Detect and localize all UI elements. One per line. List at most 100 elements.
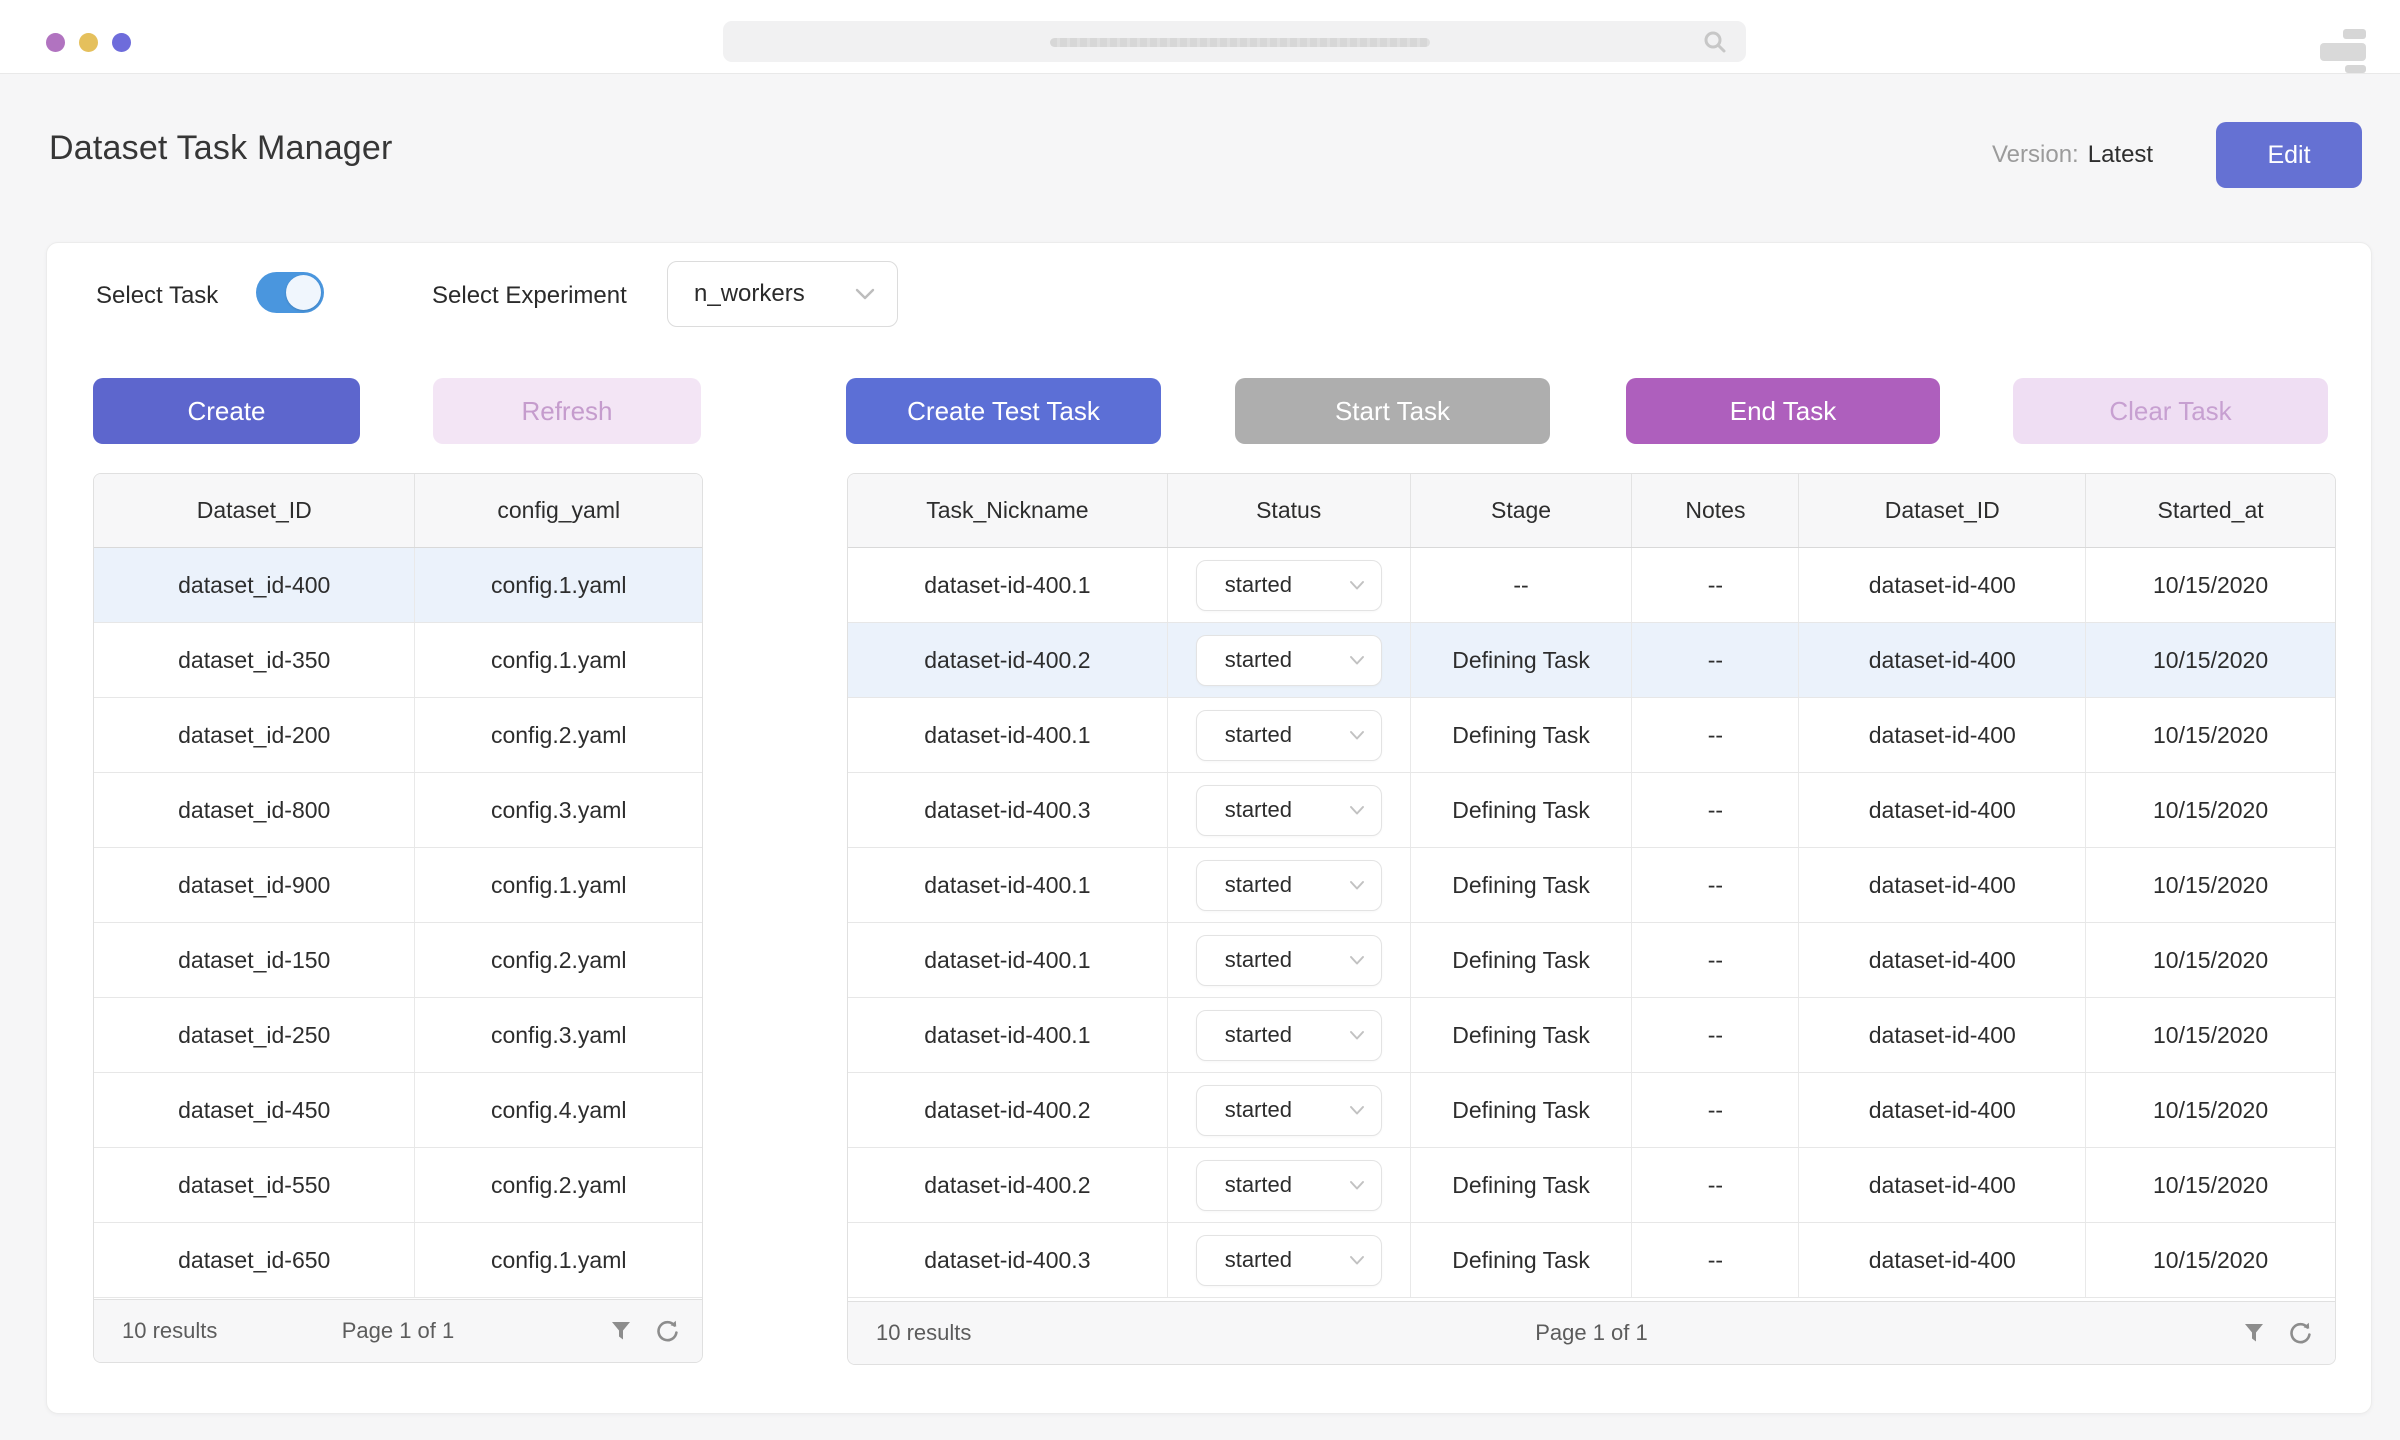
tasks-table-header: Task_Nickname Status Stage Notes Dataset… <box>848 474 2335 548</box>
status-select[interactable]: started <box>1195 934 1382 986</box>
window-control-dot-close[interactable] <box>46 33 65 52</box>
status-select[interactable]: started <box>1195 634 1382 686</box>
dataset-row[interactable]: dataset_id-250 config.3.yaml <box>94 998 702 1073</box>
status-select[interactable]: started <box>1195 709 1382 761</box>
task-row[interactable]: dataset-id-400.3 started Defining Task -… <box>848 1223 2335 1298</box>
task-row[interactable]: dataset-id-400.1 started Defining Task -… <box>848 848 2335 923</box>
status-select[interactable]: started <box>1195 559 1382 611</box>
task-row[interactable]: dataset-id-400.2 started Defining Task -… <box>848 623 2335 698</box>
results-count: 10 results <box>876 1320 972 1345</box>
funnel-icon[interactable] <box>609 1319 633 1343</box>
task-row[interactable]: dataset-id-400.1 started Defining Task -… <box>848 998 2335 1073</box>
page-indicator: Page 1 of 1 <box>341 1318 455 1343</box>
task-row[interactable]: dataset-id-400.3 started Defining Task -… <box>848 773 2335 848</box>
stage-cell: Defining Task <box>1411 773 1633 847</box>
chevron-down-icon <box>1349 805 1364 814</box>
started-at-cell: 10/15/2020 <box>2153 871 2269 898</box>
dataset-id-cell: dataset-id-400 <box>1799 1223 2087 1297</box>
task-row[interactable]: dataset-id-400.2 started Defining Task -… <box>848 1073 2335 1148</box>
task-nickname-cell: dataset-id-400.1 <box>848 998 1168 1072</box>
refresh-icon[interactable] <box>655 1319 680 1344</box>
window-control-dot-minimize[interactable] <box>79 33 98 52</box>
started-at-cell: 10/15/2020 <box>2153 796 2269 823</box>
dataset-id-cell: dataset_id-900 <box>94 848 416 922</box>
task-row[interactable]: dataset-id-400.1 started Defining Task -… <box>848 923 2335 998</box>
task-nickname-cell: dataset-id-400.1 <box>848 548 1168 622</box>
start-task-button[interactable]: Start Task <box>1235 378 1550 444</box>
status-select[interactable]: started <box>1195 1084 1382 1136</box>
dataset-row[interactable]: dataset_id-900 config.1.yaml <box>94 848 702 923</box>
search-icon <box>1702 29 1728 60</box>
column-header-notes[interactable]: Notes <box>1632 474 1800 547</box>
dataset-row[interactable]: dataset_id-450 config.4.yaml <box>94 1073 702 1148</box>
task-row[interactable]: dataset-id-400.1 started Defining Task -… <box>848 698 2335 773</box>
column-header-stage[interactable]: Stage <box>1411 474 1633 547</box>
status-select[interactable]: started <box>1195 1009 1382 1061</box>
placeholder-line <box>1050 38 1430 47</box>
datasets-table: Dataset_ID config_yaml dataset_id-400 co… <box>93 473 703 1363</box>
create-button[interactable]: Create <box>93 378 360 444</box>
config-yaml-cell: config.2.yaml <box>490 946 627 973</box>
dataset-row[interactable]: dataset_id-350 config.1.yaml <box>94 623 702 698</box>
task-nickname-cell: dataset-id-400.2 <box>848 1148 1168 1222</box>
stage-cell: Defining Task <box>1411 1223 1633 1297</box>
status-cell: started <box>1168 848 1411 922</box>
config-yaml-cell: config.2.yaml <box>490 1171 627 1198</box>
dataset-id-cell: dataset-id-400 <box>1799 773 2087 847</box>
dataset-id-cell: dataset-id-400 <box>1799 923 2087 997</box>
datasets-table-footer: 10 results Page 1 of 1 <box>94 1299 702 1362</box>
column-header-dataset-id[interactable]: Dataset_ID <box>1799 474 2087 547</box>
page-indicator: Page 1 of 1 <box>1535 1320 1648 1345</box>
dataset-id-cell: dataset-id-400 <box>1799 1148 2087 1222</box>
notes-cell: -- <box>1632 698 1800 772</box>
config-yaml-cell: config.2.yaml <box>490 721 627 748</box>
stage-cell: Defining Task <box>1411 923 1633 997</box>
end-task-button[interactable]: End Task <box>1626 378 1940 444</box>
column-header-status[interactable]: Status <box>1168 474 1411 547</box>
task-row[interactable]: dataset-id-400.2 started Defining Task -… <box>848 1148 2335 1223</box>
app-menu-icon[interactable] <box>2320 29 2366 73</box>
dataset-row[interactable]: dataset_id-150 config.2.yaml <box>94 923 702 998</box>
column-header-task-nickname[interactable]: Task_Nickname <box>848 474 1168 547</box>
dataset-row[interactable]: dataset_id-800 config.3.yaml <box>94 773 702 848</box>
dataset-row[interactable]: dataset_id-200 config.2.yaml <box>94 698 702 773</box>
status-cell: started <box>1168 1223 1411 1297</box>
select-task-toggle[interactable] <box>256 272 324 313</box>
create-test-task-button[interactable]: Create Test Task <box>846 378 1161 444</box>
refresh-icon[interactable] <box>2288 1321 2313 1346</box>
status-select-value: started <box>1224 1097 1292 1122</box>
stage-cell: Defining Task <box>1411 623 1633 697</box>
column-header-started-at[interactable]: Started_at <box>2157 497 2264 523</box>
edit-button[interactable]: Edit <box>2216 122 2362 188</box>
status-cell: started <box>1168 923 1411 997</box>
chevron-down-icon <box>1349 1030 1364 1039</box>
experiment-select[interactable]: n_workers <box>667 261 898 327</box>
address-search-input[interactable] <box>723 21 1746 62</box>
column-header-dataset-id[interactable]: Dataset_ID <box>94 474 416 547</box>
notes-cell: -- <box>1632 923 1800 997</box>
status-cell: started <box>1168 998 1411 1072</box>
status-select[interactable]: started <box>1195 1234 1382 1286</box>
dataset-id-cell: dataset-id-400 <box>1799 848 2087 922</box>
dataset-row[interactable]: dataset_id-400 config.1.yaml <box>94 548 702 623</box>
status-select[interactable]: started <box>1195 859 1382 911</box>
config-yaml-cell: config.1.yaml <box>490 871 627 898</box>
dataset-row[interactable]: dataset_id-650 config.1.yaml <box>94 1223 702 1298</box>
clear-task-button[interactable]: Clear Task <box>2013 378 2328 444</box>
started-at-cell: 10/15/2020 <box>2153 1021 2269 1048</box>
status-select-value: started <box>1224 872 1292 897</box>
task-row[interactable]: dataset-id-400.1 started -- -- dataset-i… <box>848 548 2335 623</box>
refresh-button[interactable]: Refresh <box>433 378 701 444</box>
chevron-down-icon <box>1349 1105 1364 1114</box>
status-select[interactable]: started <box>1195 1159 1382 1211</box>
config-yaml-cell: config.1.yaml <box>490 571 627 598</box>
status-select[interactable]: started <box>1195 784 1382 836</box>
task-nickname-cell: dataset-id-400.2 <box>848 623 1168 697</box>
funnel-icon[interactable] <box>2242 1321 2266 1345</box>
started-at-cell: 10/15/2020 <box>2153 1096 2269 1123</box>
status-cell: started <box>1168 698 1411 772</box>
column-header-config-yaml[interactable]: config_yaml <box>497 497 621 523</box>
window-control-dot-maximize[interactable] <box>112 33 131 52</box>
dataset-row[interactable]: dataset_id-550 config.2.yaml <box>94 1148 702 1223</box>
chevron-down-icon <box>1349 730 1364 739</box>
